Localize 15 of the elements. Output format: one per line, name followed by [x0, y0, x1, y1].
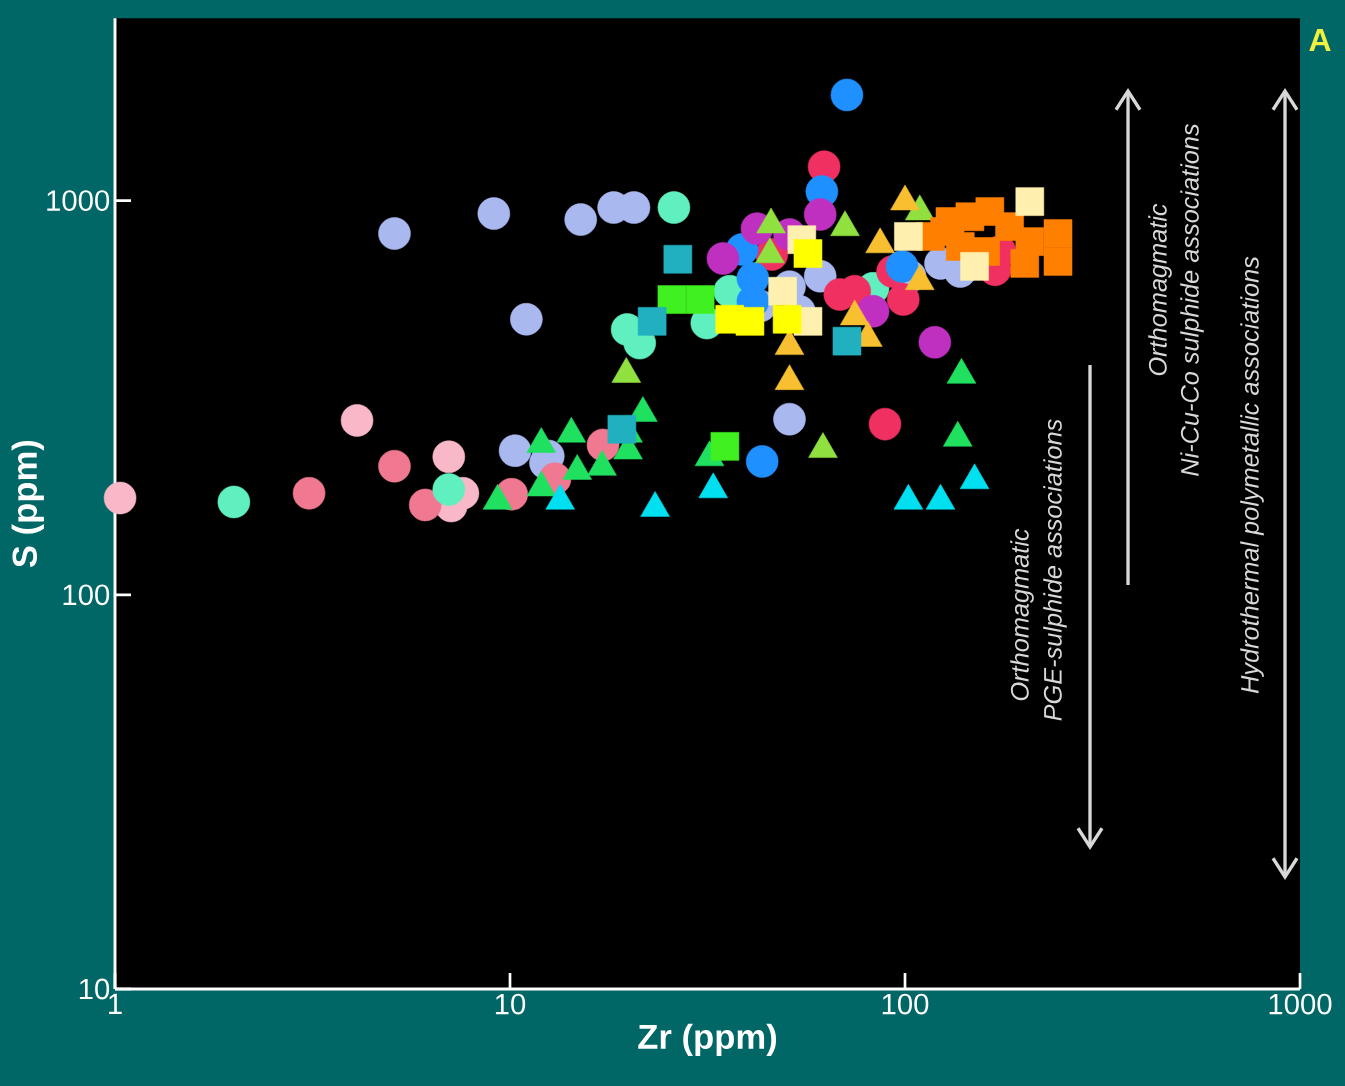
annotation: Orthomagmatic — [1010, 528, 1034, 701]
y-tick-label: 100 — [63, 584, 110, 606]
annotation: PGE-sulphide associations — [1043, 419, 1067, 721]
text: A — [1309, 28, 1331, 51]
y-tick-label: 1000 — [47, 190, 110, 211]
x-tick-label: 1 — [109, 993, 122, 1014]
y-tick-label: 10 — [79, 978, 110, 1000]
x-axis-title: Zr (ppm) — [638, 1023, 777, 1056]
x-tick-label: 1000 — [1269, 993, 1332, 1015]
annotation: Ni-Cu-Co sulphide associations — [1180, 123, 1204, 476]
annotation: Hydrothermal polymetallic associations — [1240, 256, 1264, 694]
x-tick-label: 10 — [495, 993, 526, 1015]
y-axis-title: S (ppm) — [11, 440, 44, 568]
annotation: Orthomagmatic — [1148, 203, 1172, 376]
x-tick-label: 100 — [882, 993, 929, 1015]
